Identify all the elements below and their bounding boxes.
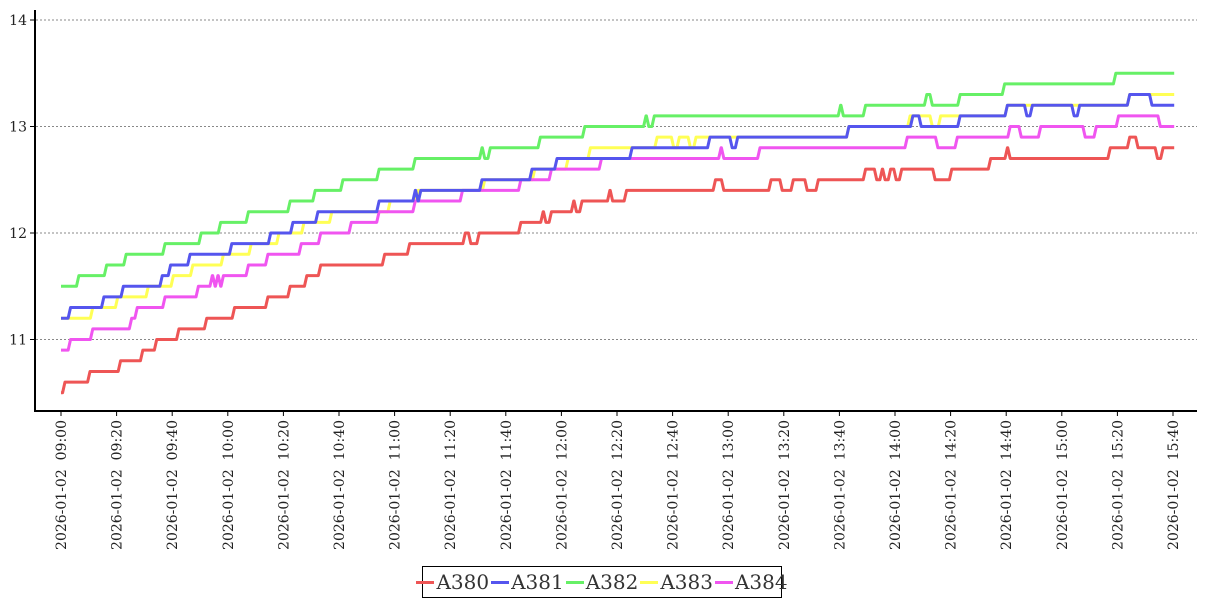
x-tick-label: 2026-01-02 11:00 [388, 420, 404, 550]
x-tick-label: 2026-01-02 13:40 [832, 420, 848, 550]
x-tick-label: 2026-01-02 10:20 [276, 420, 292, 550]
x-tick-label: 2026-01-02 12:20 [610, 420, 626, 550]
legend-item-a382: A382 [565, 570, 639, 594]
x-tick-label: 2026-01-02 13:20 [777, 420, 793, 550]
x-tick-label: 2026-01-02 10:00 [221, 420, 237, 550]
x-tick-labels: 2026-01-02 09:00 2026-01-02 09:20 2026-01-… [54, 411, 1182, 550]
legend-item-a381: A381 [491, 570, 564, 594]
x-tick-label: 2026-01-02 15:00 [1055, 420, 1071, 550]
legend-item-a384: A384 [714, 570, 788, 594]
x-tick-label: 2026-01-02 14:20 [944, 420, 960, 550]
x-tick-label: 2026-01-02 10:40 [332, 420, 348, 550]
grid-lines [30, 19, 1197, 340]
x-tick-label: 2026-01-02 15:20 [1110, 420, 1126, 550]
legend-swatch [714, 580, 733, 584]
y-tick-label: 12 [9, 226, 27, 242]
y-tick-label: 13 [9, 120, 27, 136]
x-tick-label: 2026-01-02 12:00 [554, 420, 570, 550]
legend-label: A384 [734, 570, 788, 594]
x-tick-label: 2026-01-02 09:00 [54, 420, 70, 550]
legend-item-a380: A380 [416, 570, 489, 594]
legend-label: A381 [511, 570, 564, 594]
legend-label: A380 [436, 570, 490, 594]
legend-label: A382 [585, 570, 639, 594]
x-tick-label: 2026-01-02 09:20 [110, 420, 126, 550]
x-tick-label: 2026-01-02 15:40 [1166, 420, 1182, 550]
legend: A380 A381 A382 A383 A384 [416, 566, 788, 598]
x-tick-label: 2026-01-02 14:00 [888, 420, 904, 550]
x-tick-label: 2026-01-02 13:00 [721, 420, 737, 550]
x-tick-label: 2026-01-02 14:40 [999, 420, 1015, 550]
x-tick-label: 2026-01-02 09:40 [165, 420, 181, 550]
x-tick-label: 2026-01-02 11:20 [443, 420, 459, 550]
legend-item-a383: A383 [640, 570, 713, 594]
y-tick-label: 14 [9, 13, 27, 29]
legend-swatch [565, 580, 584, 584]
x-tick-label: 2026-01-02 12:40 [666, 420, 682, 550]
legend-swatch [491, 580, 510, 584]
series-line-a381 [61, 93, 1175, 320]
legend-label: A383 [660, 570, 713, 594]
legend-swatch [416, 580, 435, 584]
y-tick-label: 11 [9, 333, 27, 349]
series-lines [61, 71, 1175, 395]
legend-swatch [640, 580, 659, 584]
y-tick-labels: 11 12 13 14 [9, 13, 27, 349]
series-line-a380 [61, 135, 1175, 395]
series-line-a382 [61, 71, 1175, 288]
series-line-a383 [61, 93, 1175, 320]
series-line-a384 [61, 114, 1175, 352]
x-tick-label: 2026-01-02 11:40 [499, 420, 515, 550]
